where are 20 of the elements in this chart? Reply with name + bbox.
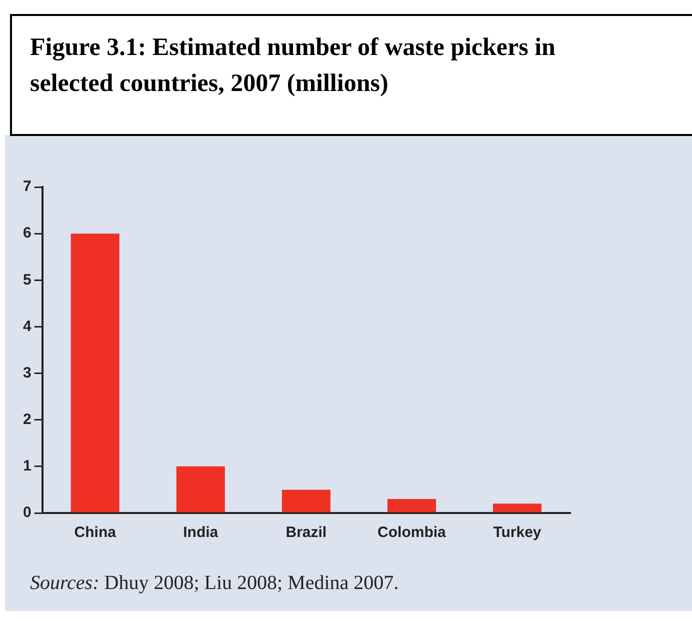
y-tick-label: 1	[23, 458, 32, 475]
bar	[176, 466, 225, 512]
x-tick-label: India	[183, 524, 219, 542]
x-tick-label: Turkey	[493, 524, 542, 542]
source-note: Sources: Dhuy 2008; Liu 2008; Medina 2007.	[30, 572, 399, 595]
y-tick-label: 3	[23, 364, 32, 382]
y-tick-label: 0	[23, 504, 32, 522]
x-tick-label: China	[74, 524, 117, 542]
bar	[70, 234, 120, 512]
y-tick-label: 2	[23, 411, 32, 428]
bar	[492, 504, 542, 512]
x-tick-label: Colombia	[378, 524, 447, 542]
bar	[387, 499, 436, 512]
chart-title: Figure 3.1: Estimated number of waste pickers in selected countries, 2007 (millions)	[10, 14, 692, 136]
y-tick-label: 6	[23, 224, 32, 242]
x-tick-label: Brazil	[286, 524, 327, 542]
y-tick-label: 7	[23, 178, 32, 196]
y-tick-label: 4	[23, 318, 32, 335]
y-tick-label: 5	[23, 271, 32, 288]
bar	[282, 490, 330, 512]
